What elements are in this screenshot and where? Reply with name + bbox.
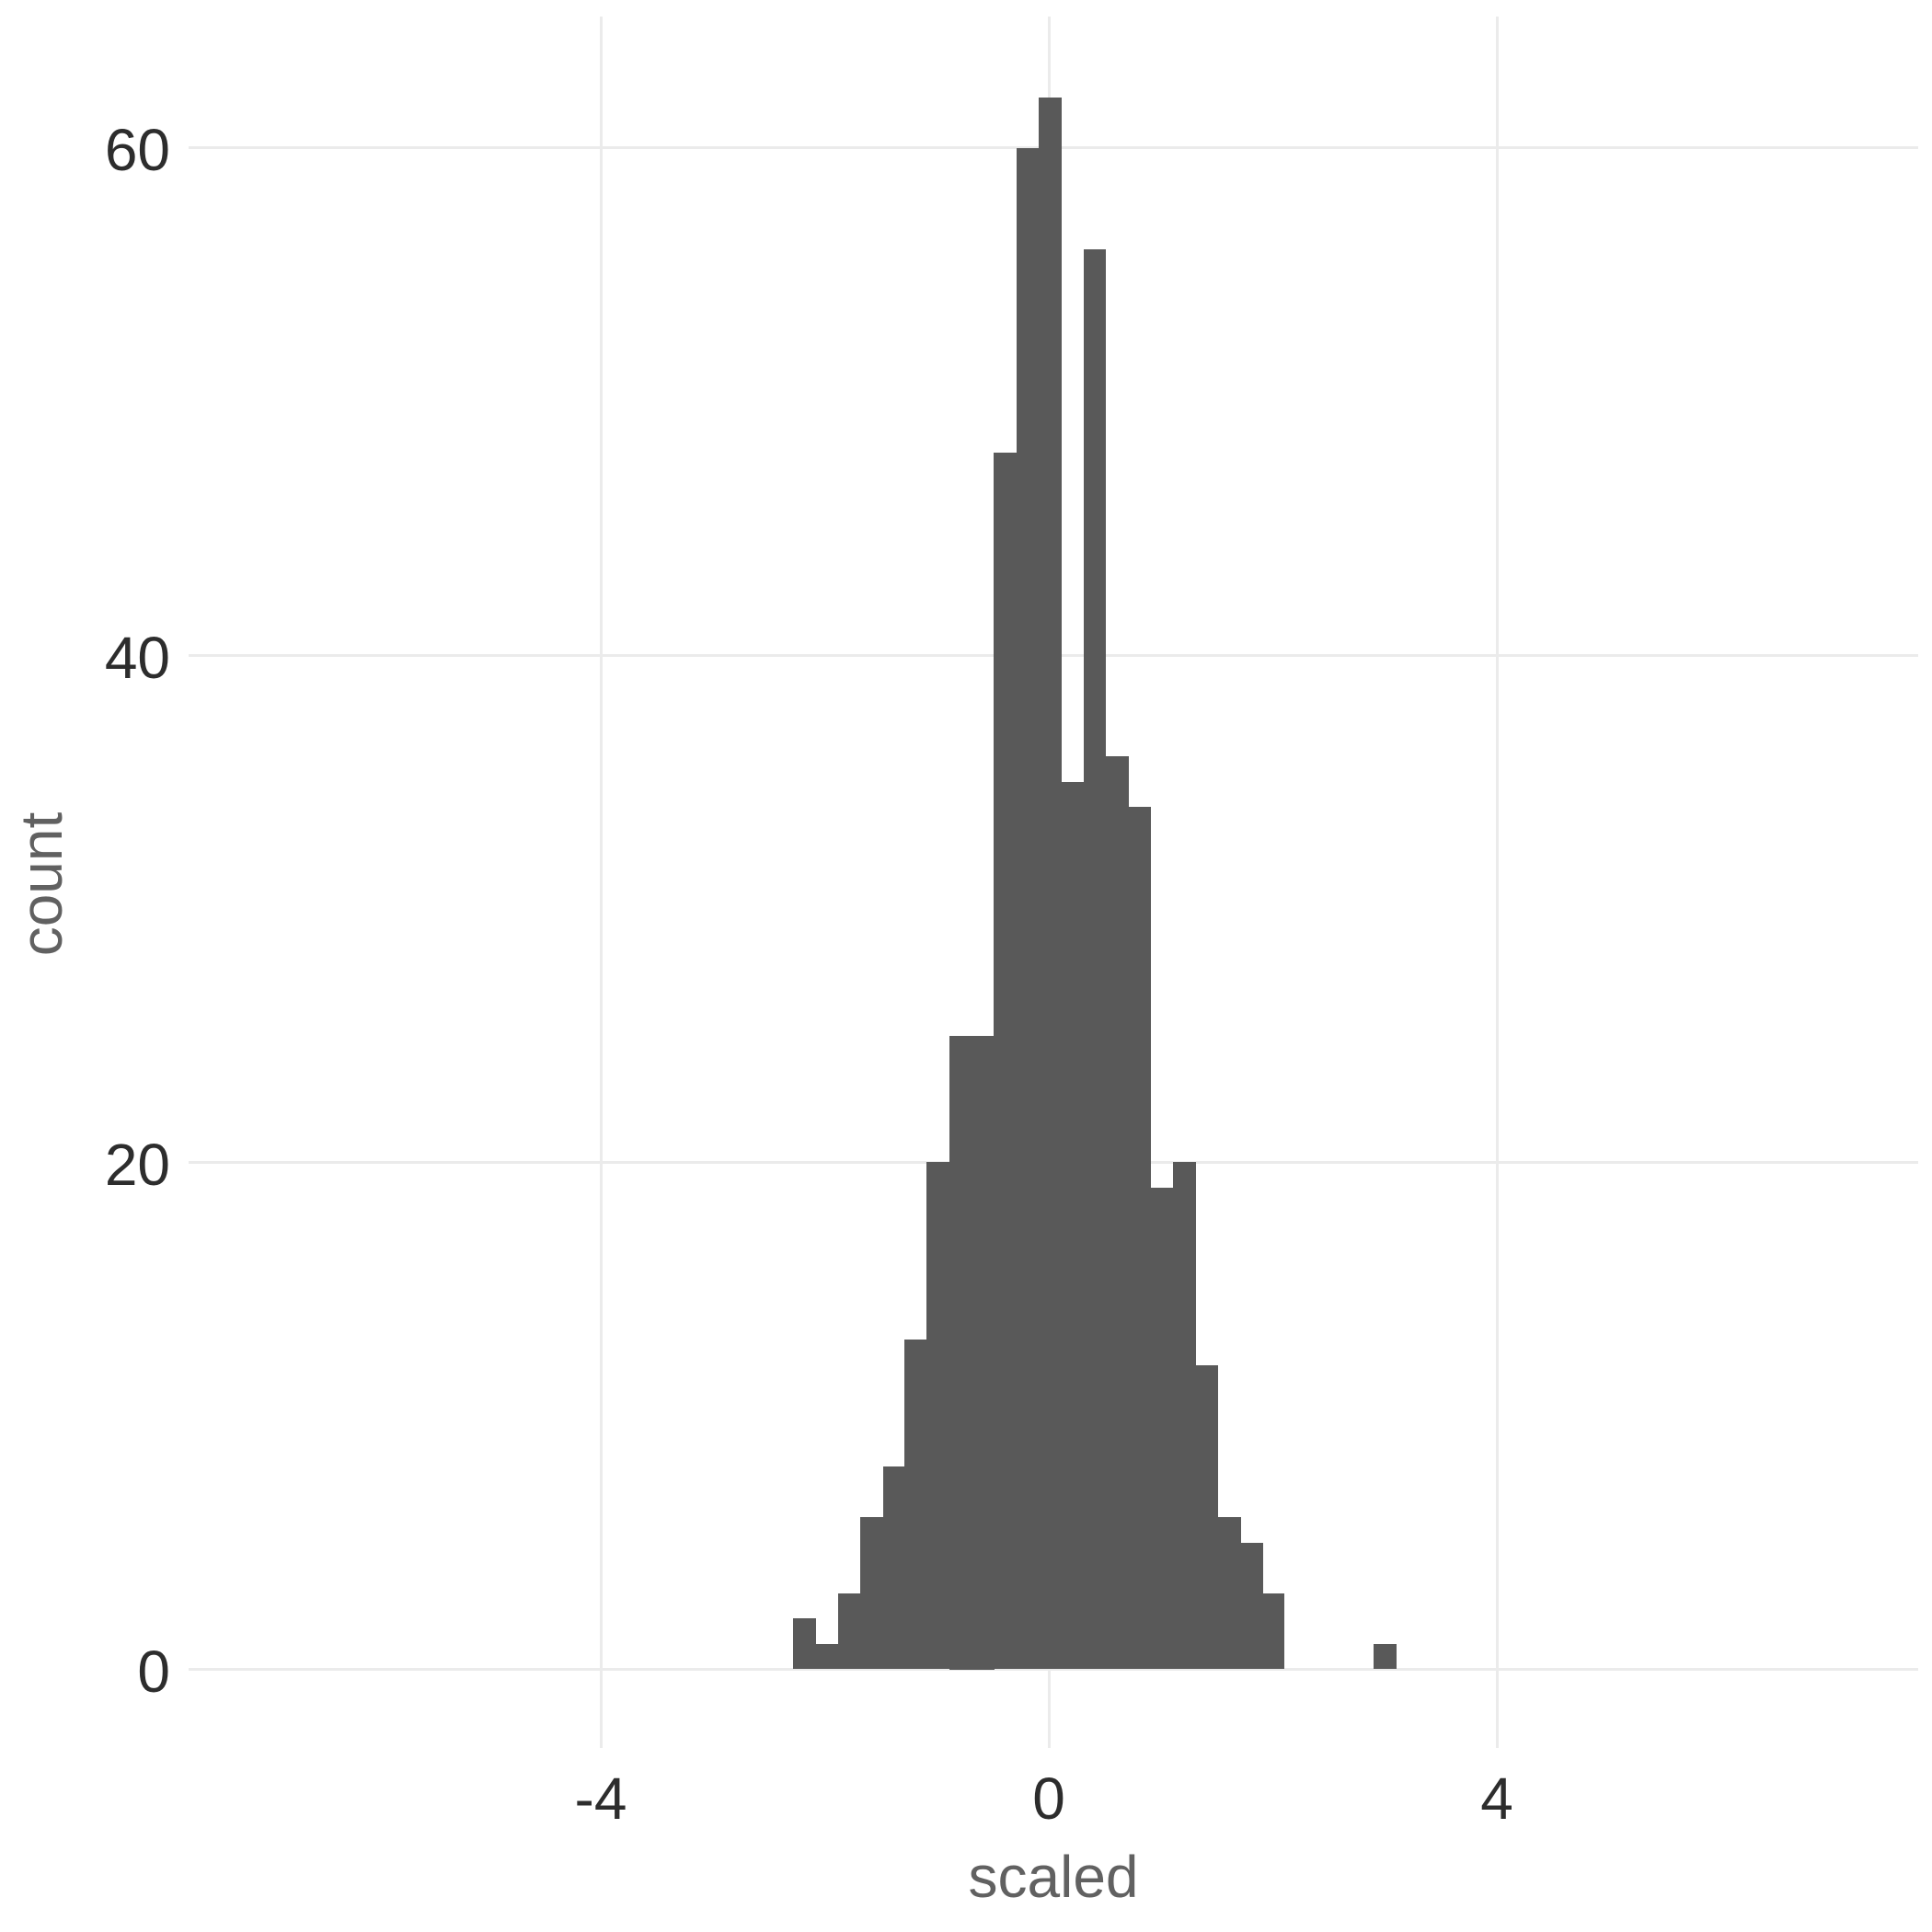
- histogram-bar: [1150, 1187, 1174, 1670]
- x-tick-label--4: -4: [574, 1765, 627, 1832]
- histogram-bar: [903, 1340, 927, 1670]
- y-tick-label-20: 20: [104, 1131, 170, 1198]
- histogram-bar: [1128, 807, 1152, 1670]
- histogram-bar: [994, 452, 1018, 1670]
- y-tick-label-40: 40: [104, 624, 170, 691]
- histogram-bar: [949, 1035, 972, 1670]
- histogram-bar: [1083, 249, 1107, 1670]
- histogram-bar: [838, 1593, 861, 1670]
- y-gridline-0: [189, 1668, 1918, 1671]
- x-axis-title: scaled: [968, 1844, 1139, 1910]
- x-tick-label-4: 4: [1480, 1765, 1513, 1832]
- histogram-bar: [926, 1162, 949, 1670]
- y-tick-label-0: 0: [137, 1639, 170, 1705]
- histogram-bar: [1039, 97, 1062, 1670]
- histogram-bar: [815, 1643, 839, 1670]
- histogram-bar: [1106, 756, 1129, 1670]
- histogram-bar: [1061, 781, 1085, 1670]
- histogram-bar: [972, 1035, 995, 1670]
- histogram-bar: [1195, 1364, 1219, 1670]
- histogram-bar: [1016, 147, 1040, 1670]
- histogram-bar: [860, 1517, 884, 1670]
- y-axis-title: count: [8, 811, 75, 957]
- y-tick-label-60: 60: [104, 117, 170, 184]
- x-tick-label-0: 0: [1032, 1765, 1065, 1832]
- histogram-bar: [1374, 1643, 1397, 1670]
- histogram-bar: [882, 1466, 906, 1670]
- histogram-bar: [1240, 1542, 1263, 1670]
- histogram-bar: [1217, 1517, 1241, 1670]
- x-gridline-4: [1495, 17, 1499, 1748]
- histogram-bar: [1173, 1162, 1196, 1670]
- x-gridline--4: [599, 17, 603, 1748]
- histogram-bar: [1261, 1593, 1285, 1670]
- histogram-bar: [793, 1618, 817, 1670]
